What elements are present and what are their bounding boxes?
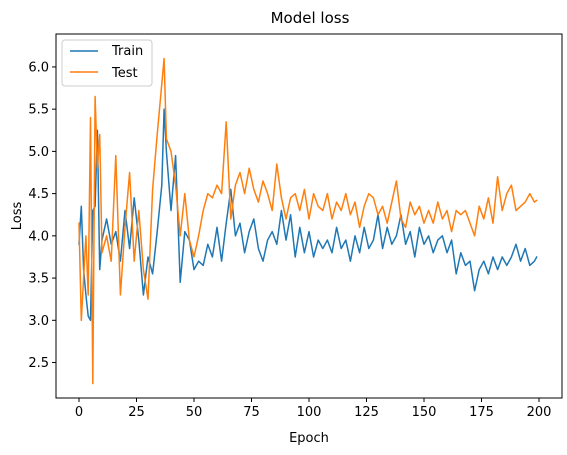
legend-label-train: Train: [111, 44, 143, 59]
x-tick-label: 125: [354, 405, 379, 420]
x-tick-label: 75: [243, 405, 260, 420]
x-tick-label: 0: [75, 405, 83, 420]
y-axis: 2.5 3.0 3.5 4.0 4.5 5.0 5.5 6.0: [28, 60, 56, 371]
y-tick-label: 2.5: [28, 356, 49, 371]
series-line-test: [78, 57, 538, 385]
legend-label-test: Test: [111, 66, 138, 81]
y-tick-label: 6.0: [28, 60, 49, 75]
x-tick-label: 100: [297, 405, 322, 420]
x-tick-label: 175: [469, 405, 494, 420]
x-axis-title: Epoch: [289, 431, 329, 446]
y-axis-title: Loss: [10, 202, 25, 231]
x-tick-label: 50: [186, 405, 203, 420]
x-axis: 0 25 50 75 100 125 150 175 200: [75, 398, 552, 420]
legend: Train Test: [61, 39, 153, 87]
y-tick-label: 3.5: [28, 272, 49, 287]
y-tick-label: 4.0: [28, 229, 49, 244]
x-tick-label: 200: [527, 405, 552, 420]
y-tick-label: 4.5: [28, 187, 49, 202]
chart-title: Model loss: [271, 9, 350, 27]
y-tick-label: 3.0: [28, 314, 49, 329]
series-layer: [78, 57, 538, 385]
y-tick-label: 5.5: [28, 103, 49, 118]
x-tick-label: 25: [128, 405, 145, 420]
x-tick-label: 150: [412, 405, 437, 420]
y-tick-label: 5.0: [28, 145, 49, 160]
